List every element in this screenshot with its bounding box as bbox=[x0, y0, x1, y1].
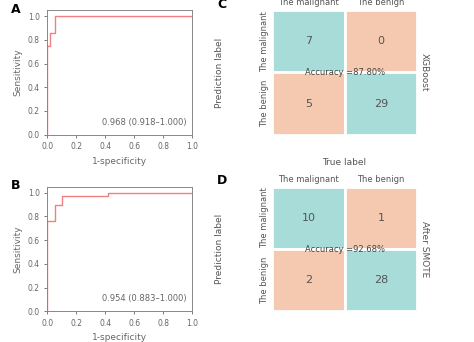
X-axis label: 1-specificity: 1-specificity bbox=[92, 333, 147, 342]
Text: True label: True label bbox=[323, 158, 367, 167]
Bar bbox=[345, 10, 417, 73]
Bar bbox=[345, 249, 417, 311]
Text: 28: 28 bbox=[374, 275, 388, 285]
X-axis label: 1-specificity: 1-specificity bbox=[92, 157, 147, 166]
Text: 0: 0 bbox=[377, 36, 384, 47]
Text: B: B bbox=[11, 180, 21, 193]
Text: 1: 1 bbox=[377, 213, 384, 223]
Text: Prediction label: Prediction label bbox=[216, 214, 224, 284]
Text: D: D bbox=[217, 174, 228, 187]
Bar bbox=[272, 10, 345, 73]
Bar bbox=[345, 73, 417, 135]
Y-axis label: Sensitivity: Sensitivity bbox=[13, 49, 22, 96]
Text: 0.954 (0.883–1.000): 0.954 (0.883–1.000) bbox=[102, 294, 187, 303]
Text: 0.968 (0.918–1.000): 0.968 (0.918–1.000) bbox=[102, 118, 187, 127]
Text: 29: 29 bbox=[374, 98, 388, 108]
Text: C: C bbox=[217, 0, 226, 11]
Text: 7: 7 bbox=[305, 36, 312, 47]
Text: 10: 10 bbox=[301, 213, 315, 223]
Text: After SMOTE: After SMOTE bbox=[420, 221, 429, 277]
Y-axis label: Sensitivity: Sensitivity bbox=[13, 225, 22, 273]
Text: A: A bbox=[11, 3, 21, 16]
Text: 5: 5 bbox=[305, 98, 312, 108]
Text: Accuracy =87.80%: Accuracy =87.80% bbox=[305, 68, 385, 77]
Text: 2: 2 bbox=[305, 275, 312, 285]
Text: XGBoost: XGBoost bbox=[420, 53, 429, 92]
Bar bbox=[345, 187, 417, 249]
Bar bbox=[272, 249, 345, 311]
Text: Prediction label: Prediction label bbox=[216, 37, 224, 108]
Text: Accuracy =92.68%: Accuracy =92.68% bbox=[305, 245, 384, 253]
Bar bbox=[272, 73, 345, 135]
Bar bbox=[272, 187, 345, 249]
